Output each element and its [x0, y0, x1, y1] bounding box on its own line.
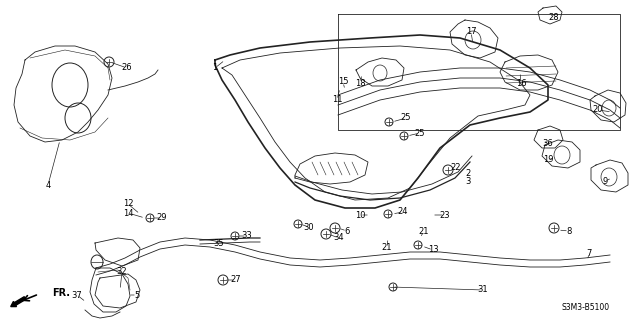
Text: 28: 28: [548, 12, 559, 21]
Text: 19: 19: [543, 154, 553, 164]
Text: 36: 36: [543, 139, 554, 149]
Text: 23: 23: [440, 211, 451, 219]
Text: 34: 34: [333, 234, 344, 242]
Text: 14: 14: [123, 209, 133, 218]
Text: S3M3-B5100: S3M3-B5100: [562, 303, 610, 313]
Text: 8: 8: [566, 226, 572, 235]
Text: 12: 12: [123, 199, 133, 209]
Text: 27: 27: [230, 276, 241, 285]
Text: 25: 25: [415, 129, 425, 137]
Text: 11: 11: [332, 95, 342, 105]
Text: 32: 32: [116, 268, 127, 277]
Text: 26: 26: [122, 63, 132, 72]
Text: 30: 30: [304, 222, 314, 232]
Text: 10: 10: [355, 211, 365, 219]
Text: 9: 9: [602, 176, 607, 186]
Text: 22: 22: [451, 164, 461, 173]
Text: 29: 29: [157, 213, 167, 222]
Text: 37: 37: [72, 291, 83, 300]
Text: 13: 13: [428, 246, 438, 255]
Text: 24: 24: [397, 207, 408, 217]
Text: FR.: FR.: [52, 288, 70, 298]
Text: 17: 17: [466, 27, 476, 36]
Text: 25: 25: [401, 114, 412, 122]
Text: 15: 15: [338, 78, 348, 86]
Text: 18: 18: [355, 78, 365, 87]
Text: 7: 7: [586, 249, 592, 257]
Text: 4: 4: [45, 181, 51, 189]
Text: 1: 1: [212, 63, 218, 72]
Text: 20: 20: [593, 106, 604, 115]
Text: 21: 21: [419, 226, 429, 235]
Text: 6: 6: [344, 226, 349, 235]
Text: 35: 35: [214, 240, 224, 249]
Text: 2: 2: [465, 169, 470, 179]
Text: 3: 3: [465, 176, 470, 186]
Text: 33: 33: [242, 232, 252, 241]
FancyArrow shape: [11, 297, 26, 307]
Text: 16: 16: [516, 78, 526, 87]
Text: 5: 5: [134, 291, 140, 300]
Text: 21: 21: [381, 243, 392, 253]
Text: 31: 31: [477, 286, 488, 294]
